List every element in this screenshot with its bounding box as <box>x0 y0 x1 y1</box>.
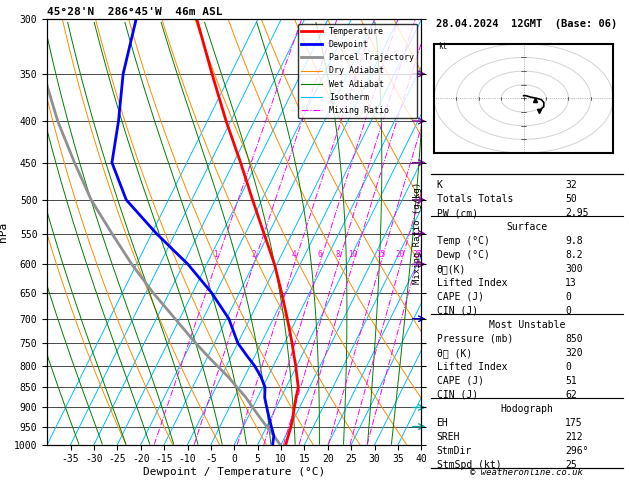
Y-axis label: hPa: hPa <box>0 222 8 242</box>
Text: Totals Totals: Totals Totals <box>437 194 513 204</box>
Y-axis label: km
ASL: km ASL <box>452 223 473 241</box>
Text: 175: 175 <box>565 418 583 428</box>
Text: © weatheronline.co.uk: © weatheronline.co.uk <box>470 468 583 477</box>
Text: 300: 300 <box>565 264 583 274</box>
Text: SREH: SREH <box>437 432 460 442</box>
X-axis label: Dewpoint / Temperature (°C): Dewpoint / Temperature (°C) <box>143 467 325 477</box>
Legend: Temperature, Dewpoint, Parcel Trajectory, Dry Adiabat, Wet Adiabat, Isotherm, Mi: Temperature, Dewpoint, Parcel Trajectory… <box>298 24 417 118</box>
Text: CAPE (J): CAPE (J) <box>437 292 484 302</box>
Text: 0: 0 <box>565 292 571 302</box>
Text: θᴇ (K): θᴇ (K) <box>437 348 472 358</box>
Text: 0: 0 <box>565 362 571 372</box>
Text: 4: 4 <box>292 250 297 259</box>
Text: kt: kt <box>438 42 448 51</box>
Text: PW (cm): PW (cm) <box>437 208 478 218</box>
Text: 320: 320 <box>565 348 583 358</box>
Text: Dewp (°C): Dewp (°C) <box>437 250 489 260</box>
Text: Most Unstable: Most Unstable <box>489 320 565 330</box>
Text: 296°: 296° <box>565 446 589 456</box>
Text: StmDir: StmDir <box>437 446 472 456</box>
Text: 1: 1 <box>213 250 218 259</box>
Text: 15: 15 <box>376 250 385 259</box>
Text: 8.2: 8.2 <box>565 250 583 260</box>
Text: 50: 50 <box>565 194 577 204</box>
Text: K: K <box>437 180 442 190</box>
Text: 6: 6 <box>317 250 322 259</box>
Text: Lifted Index: Lifted Index <box>437 362 507 372</box>
Text: CIN (J): CIN (J) <box>437 390 478 400</box>
Text: Hodograph: Hodograph <box>500 404 554 414</box>
Text: 28.04.2024  12GMT  (Base: 06): 28.04.2024 12GMT (Base: 06) <box>436 19 618 29</box>
Text: 9.8: 9.8 <box>565 236 583 246</box>
Text: Pressure (mb): Pressure (mb) <box>437 334 513 344</box>
Text: 13: 13 <box>565 278 577 288</box>
Text: 25: 25 <box>565 460 577 470</box>
Text: CAPE (J): CAPE (J) <box>437 376 484 386</box>
Text: 20: 20 <box>396 250 405 259</box>
Text: 8: 8 <box>336 250 340 259</box>
Text: Temp (°C): Temp (°C) <box>437 236 489 246</box>
Text: Mixing Ratio (g/kg): Mixing Ratio (g/kg) <box>413 182 422 284</box>
Text: EH: EH <box>437 418 448 428</box>
Text: 62: 62 <box>565 390 577 400</box>
Text: CIN (J): CIN (J) <box>437 306 478 316</box>
Text: 51: 51 <box>565 376 577 386</box>
Text: θᴇ(K): θᴇ(K) <box>437 264 466 274</box>
Text: Surface: Surface <box>506 222 547 232</box>
Text: 32: 32 <box>565 180 577 190</box>
Text: 850: 850 <box>565 334 583 344</box>
Text: 0: 0 <box>565 306 571 316</box>
Text: 45°28'N  286°45'W  46m ASL: 45°28'N 286°45'W 46m ASL <box>47 7 223 17</box>
Text: Lifted Index: Lifted Index <box>437 278 507 288</box>
Text: 25: 25 <box>412 250 421 259</box>
Text: StmSpd (kt): StmSpd (kt) <box>437 460 501 470</box>
Text: 212: 212 <box>565 432 583 442</box>
Text: 10: 10 <box>348 250 357 259</box>
Text: 2: 2 <box>252 250 256 259</box>
Text: 2.95: 2.95 <box>565 208 589 218</box>
